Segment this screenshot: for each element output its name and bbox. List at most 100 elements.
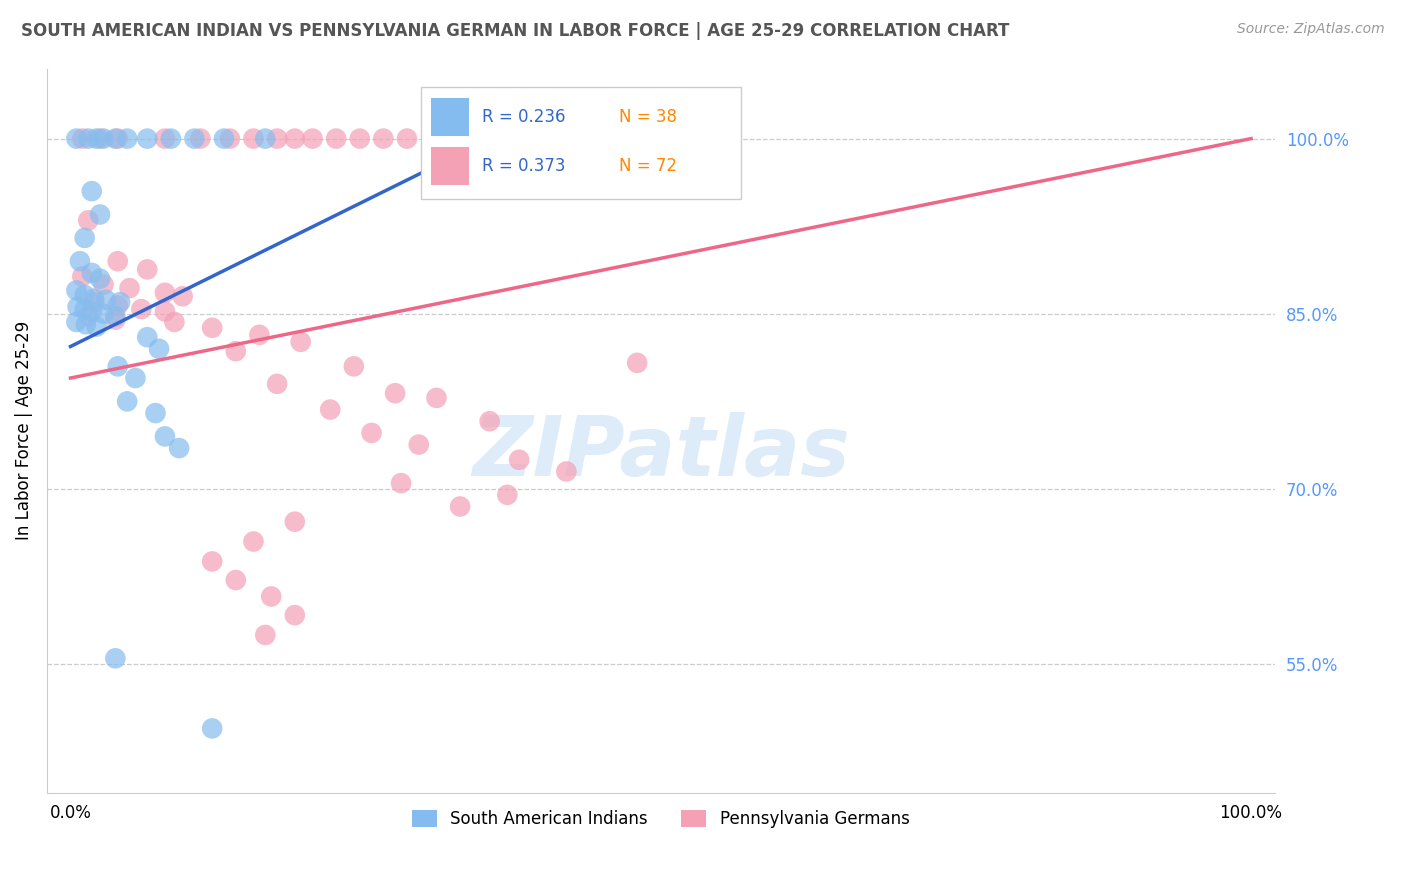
Point <box>160 131 183 145</box>
Point <box>254 628 277 642</box>
Point <box>118 281 141 295</box>
Point <box>266 131 288 145</box>
Point <box>201 320 224 334</box>
Point <box>373 131 395 145</box>
Point <box>389 476 412 491</box>
Point <box>454 131 477 145</box>
Point <box>190 131 212 145</box>
Point <box>115 394 138 409</box>
Point <box>284 608 307 623</box>
Point <box>93 277 115 292</box>
Point <box>145 406 167 420</box>
Point <box>136 330 159 344</box>
Point <box>136 262 159 277</box>
Point <box>115 131 138 145</box>
Legend: South American Indians, Pennsylvania Germans: South American Indians, Pennsylvania Ger… <box>405 804 917 835</box>
Point <box>349 131 371 145</box>
Point <box>201 722 224 736</box>
Point <box>80 184 103 198</box>
Point <box>93 307 115 321</box>
Point <box>319 402 342 417</box>
Point <box>153 285 176 300</box>
Point <box>225 344 247 359</box>
Point <box>167 441 190 455</box>
Point <box>136 131 159 145</box>
Point <box>425 131 447 145</box>
Point <box>212 131 235 145</box>
Point <box>108 295 131 310</box>
Point <box>172 289 194 303</box>
Point <box>93 131 115 145</box>
Text: Source: ZipAtlas.com: Source: ZipAtlas.com <box>1237 22 1385 37</box>
Point <box>183 131 205 145</box>
Point <box>496 488 519 502</box>
Point <box>343 359 366 374</box>
Point <box>153 429 176 443</box>
Point <box>626 356 648 370</box>
Point <box>508 452 530 467</box>
Point <box>104 131 127 145</box>
Point <box>107 299 129 313</box>
Point <box>73 288 96 302</box>
Y-axis label: In Labor Force | Age 25-29: In Labor Force | Age 25-29 <box>15 321 32 541</box>
Point <box>89 272 111 286</box>
Point <box>65 284 87 298</box>
Point <box>107 131 129 145</box>
Point <box>219 131 242 145</box>
Point <box>260 590 283 604</box>
Point <box>502 131 524 145</box>
Point <box>478 414 501 428</box>
Point <box>83 295 105 310</box>
Point <box>77 131 100 145</box>
Point <box>86 131 108 145</box>
Point <box>360 425 382 440</box>
Point <box>284 515 307 529</box>
Point <box>555 465 578 479</box>
Point <box>80 266 103 280</box>
Point <box>325 131 347 145</box>
Point <box>107 254 129 268</box>
Point <box>77 309 100 323</box>
Point <box>104 312 127 326</box>
Point <box>266 376 288 391</box>
Point <box>290 334 312 349</box>
Point <box>163 315 186 329</box>
Point <box>131 302 153 317</box>
Point <box>65 131 87 145</box>
Point <box>89 207 111 221</box>
Point <box>408 437 430 451</box>
Point <box>242 131 264 145</box>
Point <box>247 327 270 342</box>
Point <box>72 269 94 284</box>
Point <box>83 292 105 306</box>
Point <box>65 315 87 329</box>
Point <box>153 304 176 318</box>
Point <box>94 293 117 307</box>
Point <box>75 318 97 332</box>
Point <box>77 213 100 227</box>
Point <box>284 131 307 145</box>
Point <box>104 651 127 665</box>
Point <box>395 131 418 145</box>
Point <box>72 131 94 145</box>
Point <box>69 254 91 268</box>
Point <box>89 131 111 145</box>
Point <box>73 231 96 245</box>
Point <box>80 304 103 318</box>
Text: SOUTH AMERICAN INDIAN VS PENNSYLVANIA GERMAN IN LABOR FORCE | AGE 25-29 CORRELAT: SOUTH AMERICAN INDIAN VS PENNSYLVANIA GE… <box>21 22 1010 40</box>
Point <box>242 534 264 549</box>
Point <box>107 359 129 374</box>
Point <box>254 131 277 145</box>
Point <box>384 386 406 401</box>
Point <box>153 131 176 145</box>
Point <box>66 300 89 314</box>
Point <box>449 500 471 514</box>
Point <box>104 309 127 323</box>
Point <box>225 573 247 587</box>
Point <box>148 342 170 356</box>
Point <box>478 131 501 145</box>
Point <box>73 302 96 317</box>
Point <box>301 131 323 145</box>
Point <box>201 554 224 568</box>
Point <box>86 319 108 334</box>
